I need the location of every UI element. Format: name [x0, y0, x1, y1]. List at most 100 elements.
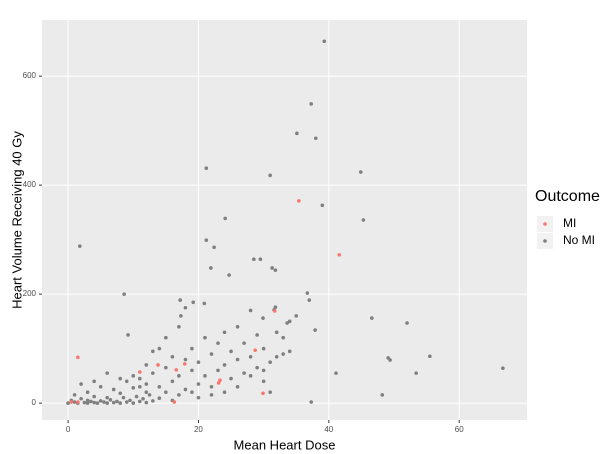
point — [405, 321, 409, 325]
point — [209, 352, 214, 356]
point — [361, 218, 366, 222]
point — [196, 395, 201, 400]
point — [252, 257, 256, 262]
point — [216, 341, 220, 345]
point — [281, 352, 285, 356]
point — [172, 400, 177, 404]
point — [76, 355, 80, 360]
point — [337, 253, 342, 257]
point — [118, 391, 123, 396]
point — [268, 390, 272, 395]
point — [137, 376, 142, 381]
point — [358, 170, 363, 174]
point — [164, 335, 168, 340]
point — [128, 398, 132, 403]
point — [261, 368, 266, 373]
point — [72, 393, 77, 397]
point — [209, 384, 214, 389]
x-tick-label: 0 — [66, 425, 71, 434]
x-tick-label: 20 — [194, 425, 203, 434]
legend-title: Outcome — [535, 188, 600, 205]
point — [92, 394, 96, 399]
point — [287, 349, 292, 354]
point — [111, 387, 116, 392]
point — [179, 314, 183, 318]
point — [216, 368, 220, 373]
point — [209, 393, 214, 397]
legend-label: MI — [563, 216, 576, 230]
point — [248, 374, 253, 378]
point — [287, 319, 292, 324]
point — [170, 379, 175, 384]
point — [255, 365, 259, 370]
point — [253, 348, 257, 353]
point — [177, 393, 181, 397]
point — [248, 354, 253, 359]
point — [66, 401, 70, 405]
point — [295, 131, 299, 136]
point — [202, 301, 207, 306]
point — [501, 366, 505, 371]
point — [222, 390, 227, 395]
point — [242, 371, 246, 375]
point — [309, 400, 314, 404]
point — [183, 305, 188, 310]
point — [121, 395, 126, 400]
point — [261, 391, 265, 396]
point — [212, 245, 216, 250]
point — [105, 371, 109, 375]
point — [157, 346, 162, 351]
point — [274, 354, 279, 359]
point — [177, 374, 181, 378]
point — [229, 349, 233, 354]
point — [144, 400, 149, 405]
point — [235, 384, 240, 389]
point — [137, 399, 142, 404]
point — [164, 365, 168, 370]
point — [268, 173, 272, 178]
point — [229, 376, 233, 381]
point — [164, 390, 168, 395]
legend-label: No MI — [563, 233, 595, 247]
point — [204, 166, 209, 171]
plot-panel — [42, 20, 527, 420]
point — [131, 401, 136, 405]
point — [273, 305, 278, 309]
point — [118, 376, 123, 381]
point — [89, 399, 93, 404]
point — [98, 384, 103, 389]
point — [223, 216, 227, 221]
point — [190, 368, 194, 373]
y-tick-label: 200 — [23, 289, 37, 298]
point — [322, 39, 327, 44]
point — [235, 325, 240, 329]
point — [92, 379, 96, 384]
point — [281, 335, 285, 340]
point — [183, 357, 188, 362]
point — [248, 308, 253, 313]
point — [285, 321, 289, 325]
point — [196, 360, 201, 365]
point — [380, 393, 385, 397]
point — [102, 400, 106, 404]
point — [227, 273, 231, 277]
point — [115, 399, 119, 404]
point — [144, 363, 149, 367]
point — [320, 203, 325, 208]
point — [144, 382, 149, 386]
point — [294, 314, 299, 318]
legend-marker — [543, 222, 547, 226]
point — [124, 379, 129, 384]
point — [134, 394, 139, 399]
point — [268, 360, 272, 365]
point — [78, 244, 82, 248]
point — [126, 333, 130, 337]
point — [79, 382, 83, 386]
point — [151, 371, 155, 375]
point — [235, 357, 240, 362]
point — [334, 371, 338, 375]
point — [137, 370, 142, 374]
y-tick-label: 0 — [32, 398, 37, 407]
y-axis-title: Heart Volume Receiving 40 Gy — [9, 131, 24, 309]
